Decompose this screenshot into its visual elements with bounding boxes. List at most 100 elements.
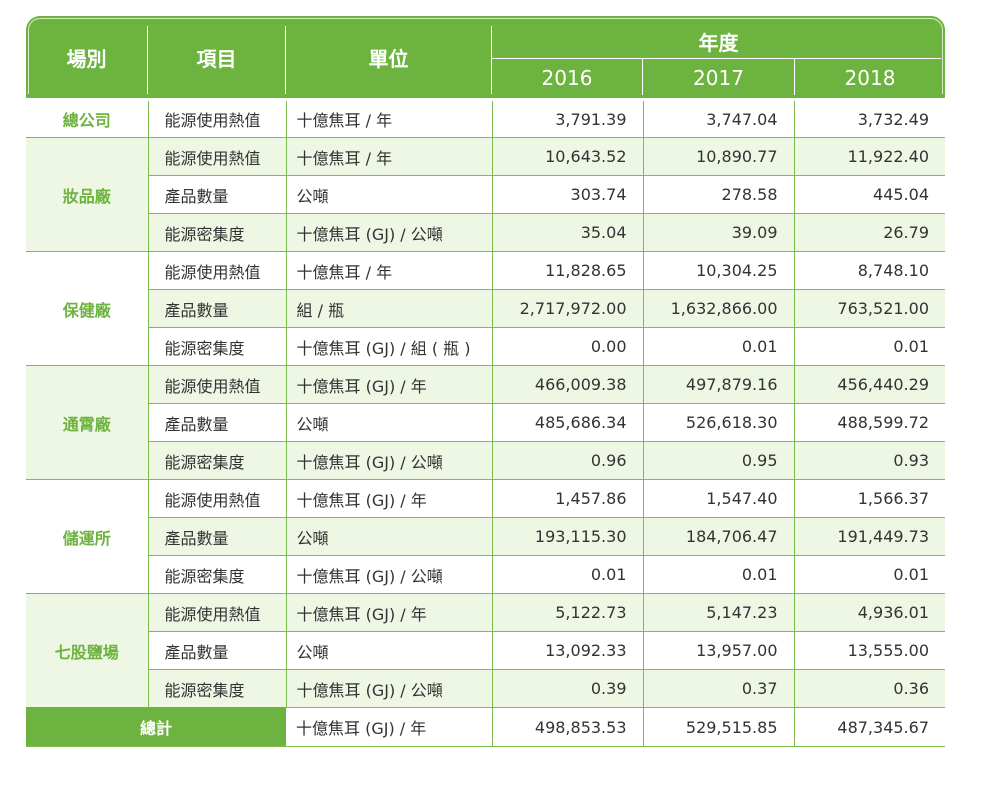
unit-cell: 十億焦耳 (GJ) / 組 ( 瓶 ) xyxy=(286,327,493,366)
table-row: 產品數量 公噸 303.74 278.58 445.04 xyxy=(26,175,945,214)
item-cell: 產品數量 xyxy=(148,631,287,670)
unit-cell: 十億焦耳 (GJ) / 公噸 xyxy=(286,213,493,252)
value-2017: 0.01 xyxy=(643,555,795,594)
site-cell: 七股鹽場 xyxy=(26,593,149,708)
header-item: 項目 xyxy=(196,46,237,71)
value-2018: 456,440.29 xyxy=(794,365,945,404)
site-cell: 總公司 xyxy=(26,98,149,138)
site-cell: 儲運所 xyxy=(26,479,149,594)
value-2018: 0.01 xyxy=(794,555,945,594)
total-2016: 498,853.53 xyxy=(492,707,644,747)
value-2017: 1,632,866.00 xyxy=(643,289,795,328)
value-2016: 5,122.73 xyxy=(492,593,644,632)
table-row: 產品數量 公噸 193,115.30 184,706.47 191,449.73 xyxy=(26,517,945,556)
value-2016: 2,717,972.00 xyxy=(492,289,644,328)
header-year-2016: 2016 xyxy=(541,66,593,90)
value-2017: 3,747.04 xyxy=(643,98,795,138)
item-cell: 產品數量 xyxy=(148,517,287,556)
table-row: 能源密集度 十億焦耳 (GJ) / 公噸 35.04 39.09 26.79 xyxy=(26,213,945,252)
unit-cell: 組 / 瓶 xyxy=(286,289,493,328)
unit-cell: 十億焦耳 (GJ) / 年 xyxy=(286,593,493,632)
item-cell: 能源使用熱值 xyxy=(148,593,287,632)
item-cell: 能源使用熱值 xyxy=(148,137,287,176)
value-2018: 0.36 xyxy=(794,669,945,708)
site-cell: 通霄廠 xyxy=(26,365,149,480)
data-table: 總公司 能源使用熱值 十億焦耳 / 年 3,791.39 3,747.04 3,… xyxy=(26,98,945,747)
value-2016: 0.96 xyxy=(492,441,644,480)
value-2016: 1,457.86 xyxy=(492,479,644,518)
site-cell: 保健廠 xyxy=(26,251,149,366)
header-unit: 單位 xyxy=(368,46,409,71)
value-2018: 0.01 xyxy=(794,327,945,366)
unit-cell: 公噸 xyxy=(286,517,493,556)
value-2018: 8,748.10 xyxy=(794,251,945,290)
value-2017: 526,618.30 xyxy=(643,403,795,442)
value-2017: 278.58 xyxy=(643,175,795,214)
table-row: 保健廠 能源使用熱值 十億焦耳 / 年 11,828.65 10,304.25 … xyxy=(26,251,945,366)
value-2017: 13,957.00 xyxy=(643,631,795,670)
table-row: 儲運所 能源使用熱值 十億焦耳 (GJ) / 年 1,457.86 1,547.… xyxy=(26,479,945,594)
value-2018: 11,922.40 xyxy=(794,137,945,176)
value-2017: 497,879.16 xyxy=(643,365,795,404)
unit-cell: 公噸 xyxy=(286,175,493,214)
item-cell: 能源密集度 xyxy=(148,327,287,366)
value-2017: 39.09 xyxy=(643,213,795,252)
table-row: 能源密集度 十億焦耳 (GJ) / 公噸 0.96 0.95 0.93 xyxy=(26,441,945,480)
item-cell: 能源使用熱值 xyxy=(148,479,287,518)
value-2016: 0.01 xyxy=(492,555,644,594)
header-year-2017: 2017 xyxy=(693,66,744,90)
total-row: 總計 十億焦耳 (GJ) / 年 498,853.53 529,515.85 4… xyxy=(26,707,945,747)
value-2016: 0.00 xyxy=(492,327,644,366)
value-2016: 13,092.33 xyxy=(492,631,644,670)
unit-cell: 公噸 xyxy=(286,631,493,670)
table-row: 通霄廠 能源使用熱值 十億焦耳 (GJ) / 年 466,009.38 497,… xyxy=(26,365,945,480)
table-row: 總公司 能源使用熱值 十億焦耳 / 年 3,791.39 3,747.04 3,… xyxy=(26,98,945,138)
item-cell: 能源密集度 xyxy=(148,213,287,252)
unit-cell: 十億焦耳 (GJ) / 年 xyxy=(286,479,493,518)
table-row: 妝品廠 能源使用熱值 十億焦耳 / 年 10,643.52 10,890.77 … xyxy=(26,137,945,252)
item-cell: 產品數量 xyxy=(148,289,287,328)
unit-cell: 十億焦耳 (GJ) / 公噸 xyxy=(286,669,493,708)
site-cell: 妝品廠 xyxy=(26,137,149,252)
value-2017: 1,547.40 xyxy=(643,479,795,518)
value-2018: 0.93 xyxy=(794,441,945,480)
unit-cell: 十億焦耳 / 年 xyxy=(286,137,493,176)
value-2018: 13,555.00 xyxy=(794,631,945,670)
value-2016: 193,115.30 xyxy=(492,517,644,556)
value-2018: 26.79 xyxy=(794,213,945,252)
item-cell: 能源使用熱值 xyxy=(148,98,287,138)
item-cell: 產品數量 xyxy=(148,175,287,214)
value-2018: 1,566.37 xyxy=(794,479,945,518)
value-2017: 0.37 xyxy=(643,669,795,708)
value-2018: 4,936.01 xyxy=(794,593,945,632)
value-2016: 485,686.34 xyxy=(492,403,644,442)
item-cell: 能源密集度 xyxy=(148,555,287,594)
value-2018: 191,449.73 xyxy=(794,517,945,556)
item-cell: 能源使用熱值 xyxy=(148,365,287,404)
unit-cell: 十億焦耳 (GJ) / 年 xyxy=(286,365,493,404)
table-row: 能源密集度 十億焦耳 (GJ) / 組 ( 瓶 ) 0.00 0.01 0.01 xyxy=(26,327,945,366)
value-2017: 5,147.23 xyxy=(643,593,795,632)
value-2017: 10,890.77 xyxy=(643,137,795,176)
value-2016: 303.74 xyxy=(492,175,644,214)
total-unit: 十億焦耳 (GJ) / 年 xyxy=(286,707,493,747)
value-2018: 3,732.49 xyxy=(794,98,945,138)
total-2017: 529,515.85 xyxy=(643,707,795,747)
value-2016: 3,791.39 xyxy=(492,98,644,138)
total-label: 總計 xyxy=(26,707,286,747)
value-2018: 488,599.72 xyxy=(794,403,945,442)
value-2017: 0.01 xyxy=(643,327,795,366)
value-2016: 11,828.65 xyxy=(492,251,644,290)
unit-cell: 十億焦耳 / 年 xyxy=(286,251,493,290)
item-cell: 產品數量 xyxy=(148,403,287,442)
value-2017: 0.95 xyxy=(643,441,795,480)
table-row: 七股鹽場 能源使用熱值 十億焦耳 (GJ) / 年 5,122.73 5,147… xyxy=(26,593,945,708)
unit-cell: 十億焦耳 (GJ) / 公噸 xyxy=(286,555,493,594)
value-2018: 763,521.00 xyxy=(794,289,945,328)
total-2018: 487,345.67 xyxy=(794,707,945,747)
table-row: 產品數量 組 / 瓶 2,717,972.00 1,632,866.00 763… xyxy=(26,289,945,328)
table-row: 能源密集度 十億焦耳 (GJ) / 公噸 0.01 0.01 0.01 xyxy=(26,555,945,594)
table-row: 產品數量 公噸 485,686.34 526,618.30 488,599.72 xyxy=(26,403,945,442)
unit-cell: 十億焦耳 (GJ) / 公噸 xyxy=(286,441,493,480)
table-row: 產品數量 公噸 13,092.33 13,957.00 13,555.00 xyxy=(26,631,945,670)
